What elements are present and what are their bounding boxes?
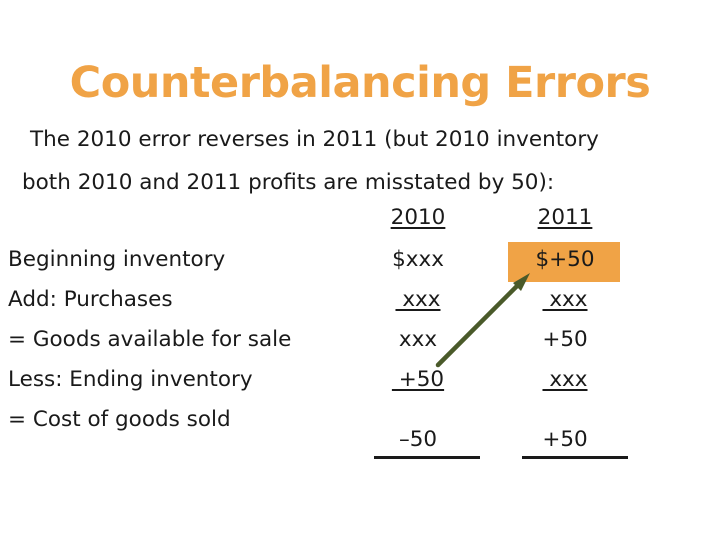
slide-title: Counterbalancing Errors bbox=[69, 58, 651, 108]
cell-2011-ending: xxx bbox=[542, 367, 588, 392]
row-label-beginning-inventory: Beginning inventory bbox=[8, 247, 226, 272]
cell-2011-goods-available: +50 bbox=[542, 327, 588, 352]
intro-line-1: The 2010 error reverses in 2011 (but 201… bbox=[30, 127, 599, 152]
cell-2010-cogs: –50 bbox=[398, 427, 438, 452]
total-underline-2011 bbox=[522, 456, 628, 459]
cell-2010-goods-available: xxx bbox=[398, 327, 438, 352]
row-label-ending-inventory: Less: Ending inventory bbox=[8, 367, 253, 392]
cell-2011-cogs: +50 bbox=[542, 427, 588, 452]
col-header-2010: 2010 bbox=[390, 205, 446, 230]
row-label-goods-available: = Goods available for sale bbox=[8, 327, 292, 352]
cell-2011-purchases: xxx bbox=[542, 287, 588, 312]
cell-2011-beginning: $+50 bbox=[535, 247, 595, 272]
row-label-purchases: Add: Purchases bbox=[8, 287, 173, 312]
col-header-2011: 2011 bbox=[537, 205, 593, 230]
cell-2010-ending: +50 bbox=[391, 367, 445, 392]
cell-2010-beginning: $xxx bbox=[392, 247, 444, 272]
row-label-cogs: = Cost of goods sold bbox=[8, 407, 231, 432]
intro-text: The 2010 error reverses in 2011 (but 201… bbox=[22, 118, 712, 204]
intro-line-2: both 2010 and 2011 profits are misstated… bbox=[22, 170, 555, 195]
total-underline-2010 bbox=[374, 456, 480, 459]
cell-2010-purchases: xxx bbox=[395, 287, 441, 312]
